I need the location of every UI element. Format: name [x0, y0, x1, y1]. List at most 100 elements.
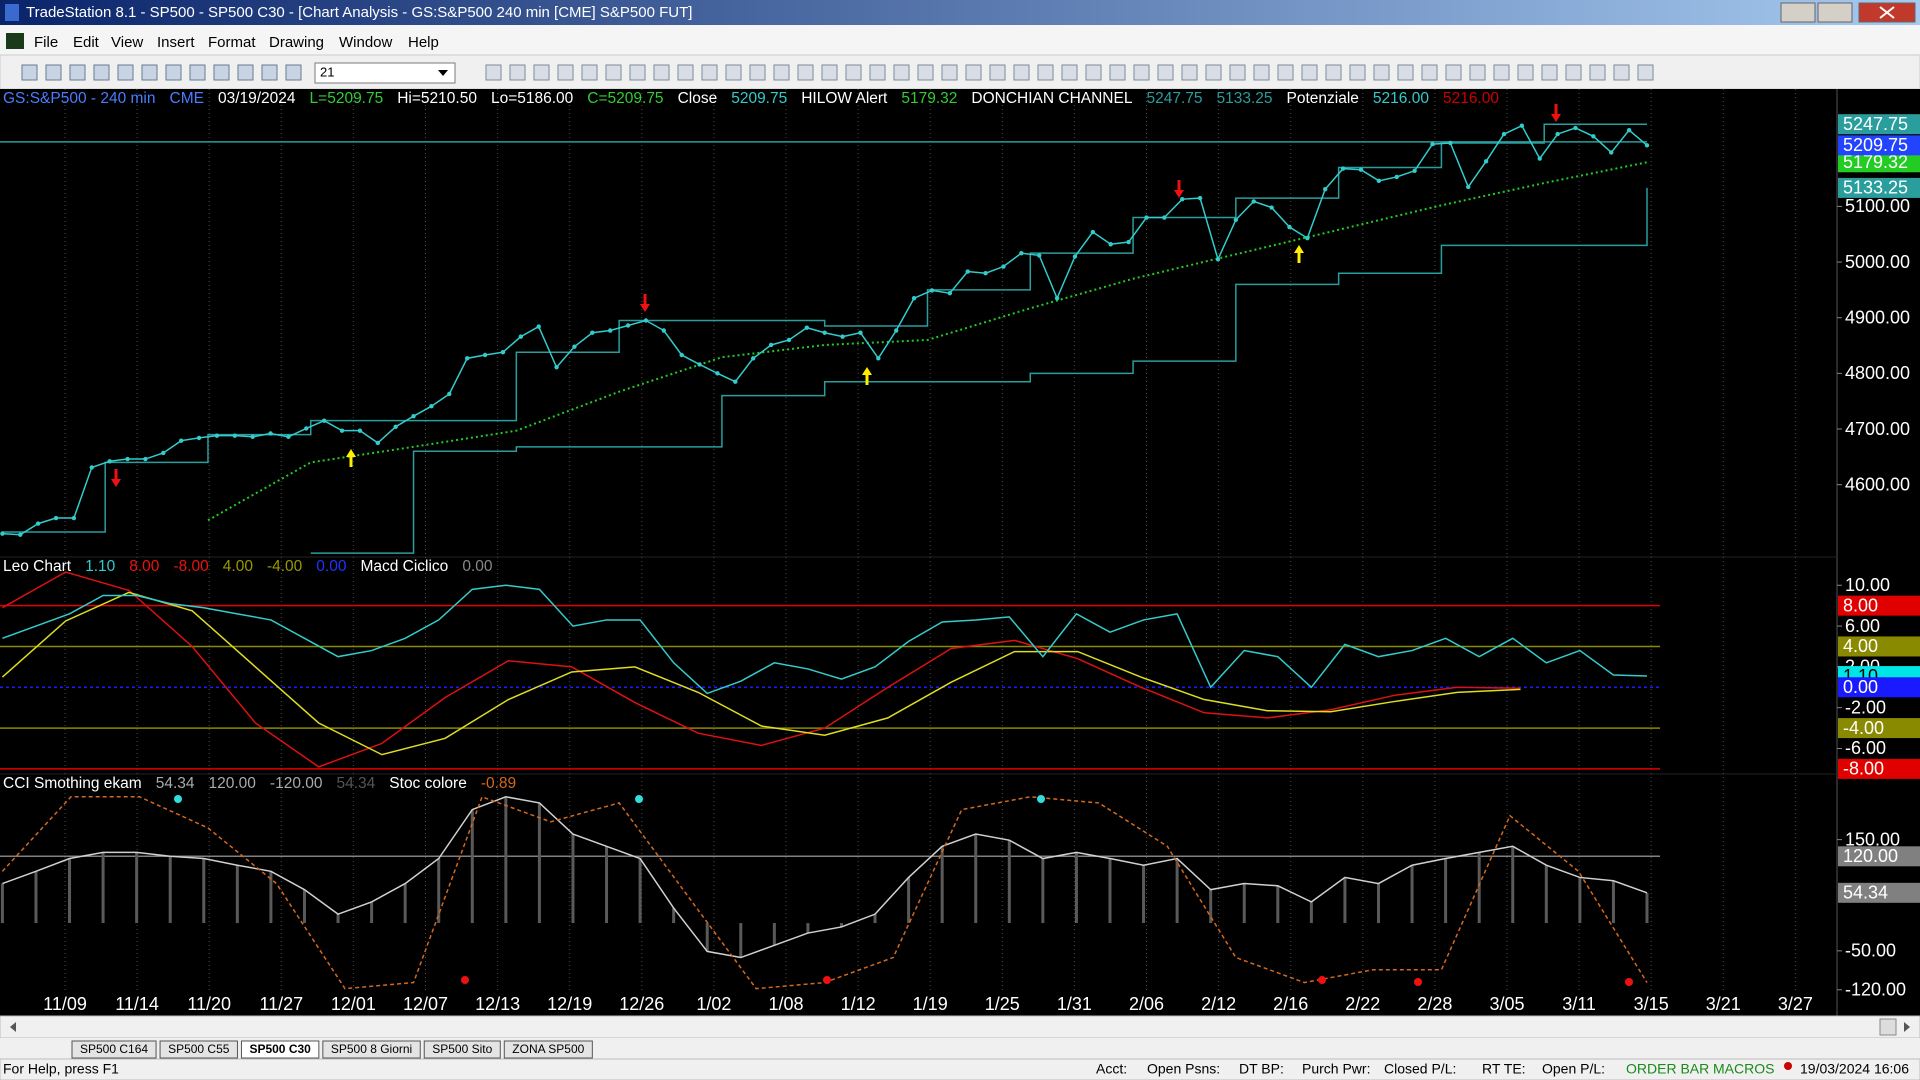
minimize-button[interactable]: [1780, 2, 1816, 23]
tool-icon[interactable]: [677, 64, 694, 81]
tool-icon[interactable]: [1373, 64, 1390, 81]
tool-icon[interactable]: [797, 64, 814, 81]
tool-icon[interactable]: [1085, 64, 1102, 81]
menu-item[interactable]: Format: [208, 34, 256, 51]
tool-icon[interactable]: [485, 64, 502, 81]
tool-icon[interactable]: [509, 64, 526, 81]
tool-icon[interactable]: [213, 64, 230, 81]
tool-icon[interactable]: [1157, 64, 1174, 81]
tool-icon[interactable]: [69, 64, 86, 81]
tool-icon[interactable]: [941, 64, 958, 81]
tool-icon[interactable]: [533, 64, 550, 81]
tool-icon[interactable]: [749, 64, 766, 81]
horizontal-scrollbar[interactable]: [0, 1015, 1920, 1039]
tool-icon[interactable]: [773, 64, 790, 81]
tool-icon[interactable]: [141, 64, 158, 81]
combo-box[interactable]: [314, 62, 456, 84]
tab[interactable]: [71, 1040, 157, 1059]
tool-icon[interactable]: [965, 64, 982, 81]
tool-icon[interactable]: [725, 64, 742, 81]
tool-icon[interactable]: [1469, 64, 1486, 81]
tool-icon[interactable]: [1061, 64, 1078, 81]
tool-icon[interactable]: [1037, 64, 1054, 81]
tool-icon[interactable]: [845, 64, 862, 81]
tab[interactable]: [423, 1040, 501, 1059]
tool-icon[interactable]: [893, 64, 910, 81]
tool-icon[interactable]: [1109, 64, 1126, 81]
tool-icon[interactable]: [1181, 64, 1198, 81]
legend-text: L=5209.75: [310, 90, 384, 107]
tool-icon[interactable]: [701, 64, 718, 81]
tab[interactable]: [503, 1040, 593, 1059]
tool-icon[interactable]: [1517, 64, 1534, 81]
menu-item[interactable]: Window: [339, 34, 393, 51]
tool-icon[interactable]: [1397, 64, 1414, 81]
tool-icon[interactable]: [1325, 64, 1342, 81]
tool-icon[interactable]: [1613, 64, 1630, 81]
scroll-left[interactable]: [10, 1022, 16, 1032]
tool-icon[interactable]: [821, 64, 838, 81]
tool-icon[interactable]: [557, 64, 574, 81]
price-dot: [1072, 254, 1078, 259]
menu-item[interactable]: File: [34, 34, 58, 51]
order-bar[interactable]: ORDER BAR: [1626, 1061, 1709, 1077]
tool-icon[interactable]: [1541, 64, 1558, 81]
tool-icon[interactable]: [285, 64, 302, 81]
menu-item[interactable]: View: [111, 34, 143, 51]
window-controls[interactable]: [1780, 2, 1916, 23]
tool-icon[interactable]: [1253, 64, 1270, 81]
tool-icon[interactable]: [1349, 64, 1366, 81]
tool-icon[interactable]: [1013, 64, 1030, 81]
tool-icon[interactable]: [1205, 64, 1222, 81]
price-dot: [1609, 150, 1614, 155]
tool-icon[interactable]: [1493, 64, 1510, 81]
tool-icon[interactable]: [917, 64, 934, 81]
tool-icon[interactable]: [237, 64, 254, 81]
menu-item[interactable]: Drawing: [269, 34, 324, 51]
tool-icon[interactable]: [581, 64, 598, 81]
tool-icon[interactable]: [117, 64, 134, 81]
tool-icon[interactable]: [869, 64, 886, 81]
value-box: [1838, 114, 1920, 135]
tool-icon[interactable]: [1301, 64, 1318, 81]
tool-icon[interactable]: [653, 64, 670, 81]
tool-icon[interactable]: [1589, 64, 1606, 81]
price-dot: [89, 465, 94, 470]
legend-text: Lo=5186.00: [491, 90, 574, 107]
price-dot: [1394, 174, 1399, 180]
macros[interactable]: MACROS: [1713, 1061, 1774, 1077]
tool-icon[interactable]: [1445, 64, 1462, 81]
tool-icon[interactable]: [1133, 64, 1150, 81]
menu-item[interactable]: Edit: [73, 34, 100, 51]
tab[interactable]: [322, 1040, 421, 1059]
tool-icon[interactable]: [1229, 64, 1246, 81]
tool-icon[interactable]: [629, 64, 646, 81]
tool-icon[interactable]: [45, 64, 62, 81]
maximize-button[interactable]: [1817, 2, 1853, 23]
price-dot: [697, 362, 702, 367]
x-tick-label: 2/22: [1345, 994, 1380, 1014]
price-dot: [1162, 215, 1167, 220]
tool-icon[interactable]: [989, 64, 1006, 81]
tool-icon[interactable]: [1565, 64, 1582, 81]
price-dot: [840, 334, 845, 339]
tab[interactable]: [159, 1040, 238, 1059]
menu-item[interactable]: Insert: [157, 34, 195, 51]
tool-icon[interactable]: [189, 64, 206, 81]
menu-item[interactable]: Help: [408, 34, 439, 51]
tool-icon[interactable]: [1277, 64, 1294, 81]
scroll-thumb[interactable]: [1879, 1018, 1897, 1036]
value-box: [1838, 636, 1920, 657]
tool-icon[interactable]: [165, 64, 182, 81]
price-dot: [1054, 296, 1060, 301]
tool-icon[interactable]: [605, 64, 622, 81]
tab[interactable]: [240, 1040, 320, 1059]
scroll-right[interactable]: [1904, 1022, 1910, 1032]
tool-icon[interactable]: [261, 64, 278, 81]
tool-icon[interactable]: [1421, 64, 1438, 81]
tool-icon[interactable]: [21, 64, 38, 81]
tool-icon[interactable]: [1637, 64, 1654, 81]
price-dot: [1448, 140, 1453, 146]
tool-icon[interactable]: [93, 64, 110, 81]
value-box: [1838, 177, 1920, 198]
